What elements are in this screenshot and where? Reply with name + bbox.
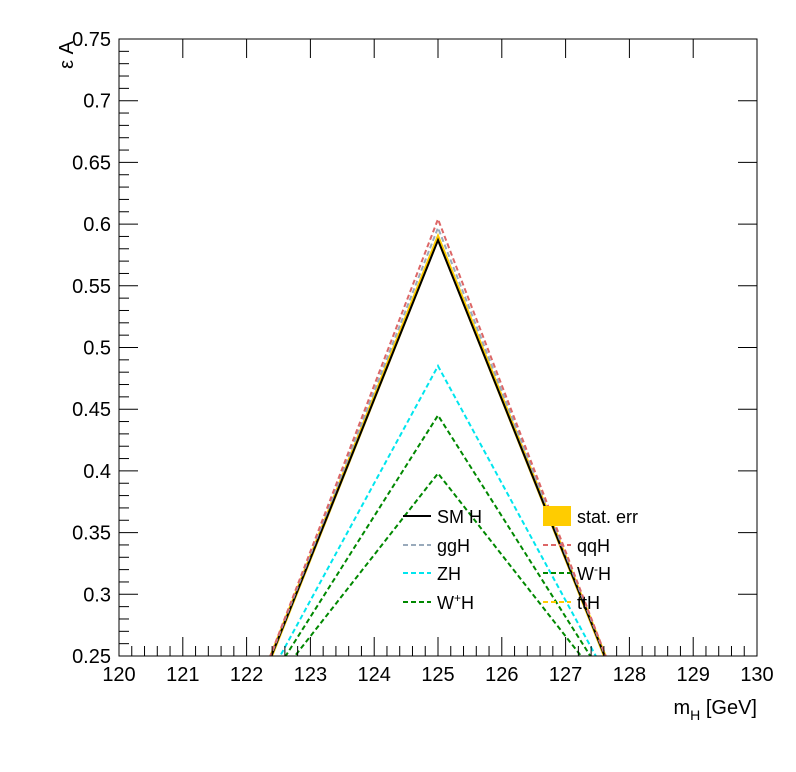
y-tick-label: 0.6 xyxy=(83,214,111,236)
x-tick-label: 120 xyxy=(102,664,135,686)
x-tick-label: 121 xyxy=(166,664,199,686)
legend-item: stat. err xyxy=(543,506,638,527)
series-w-h-line xyxy=(284,413,592,656)
legend: SM H stat. err ggH qqH ZH W-H W+H ttH xyxy=(403,506,638,613)
legend-label: ttH xyxy=(577,593,600,613)
series-zh-line xyxy=(279,363,597,656)
series-sm-h-line xyxy=(270,237,606,656)
series-ggh-line xyxy=(269,225,607,656)
y-tick-label: 0.35 xyxy=(72,523,111,545)
x-tick-label: 129 xyxy=(677,664,710,686)
legend-item: ttH xyxy=(543,593,600,613)
legend-swatch xyxy=(543,506,571,526)
legend-label: ggH xyxy=(437,536,470,556)
x-tick-label: 124 xyxy=(358,664,391,686)
y-tick-label: 0.25 xyxy=(72,646,111,668)
y-tick-label: 0.4 xyxy=(83,461,111,483)
tick-labels: 120 121 122 123 124 125 126 127 128 129 130 0.25 0.3… xyxy=(72,29,774,686)
legend-label: SM H xyxy=(437,507,482,527)
axis-labels: mH [GeV] ε A xyxy=(56,40,757,723)
legend-item: ggH xyxy=(403,536,470,556)
legend-label: qqH xyxy=(577,536,610,556)
y-axis-label: ε A xyxy=(56,40,78,68)
x-tick-label: 130 xyxy=(740,664,773,686)
x-tick-label: 123 xyxy=(294,664,327,686)
y-tick-label: 0.7 xyxy=(83,91,111,113)
x-axis-label: mH [GeV] xyxy=(674,697,758,723)
x-tick-label: 122 xyxy=(230,664,263,686)
legend-item: W+H xyxy=(403,591,474,613)
x-tick-label: 127 xyxy=(549,664,582,686)
y-tick-label: 0.5 xyxy=(83,338,111,360)
tick-marks xyxy=(118,38,758,657)
x-tick-label: 126 xyxy=(485,664,518,686)
legend-item: W-H xyxy=(543,562,611,584)
y-tick-label: 0.75 xyxy=(72,29,111,51)
series-layer xyxy=(269,216,607,656)
y-tick-label: 0.55 xyxy=(72,276,111,298)
legend-label: stat. err xyxy=(577,507,638,527)
y-tick-label: 0.65 xyxy=(72,152,111,174)
legend-label: W+H xyxy=(437,591,474,613)
y-tick-label: 0.45 xyxy=(72,399,111,421)
legend-item: SM H xyxy=(403,507,482,527)
legend-label: ZH xyxy=(437,564,461,584)
y-tick-label: 0.3 xyxy=(83,584,111,606)
legend-item: ZH xyxy=(403,564,461,584)
series-qqh-line xyxy=(269,216,607,656)
x-tick-label: 128 xyxy=(613,664,646,686)
legend-item: qqH xyxy=(543,536,610,556)
legend-label: W-H xyxy=(577,562,611,584)
x-tick-label: 125 xyxy=(421,664,454,686)
